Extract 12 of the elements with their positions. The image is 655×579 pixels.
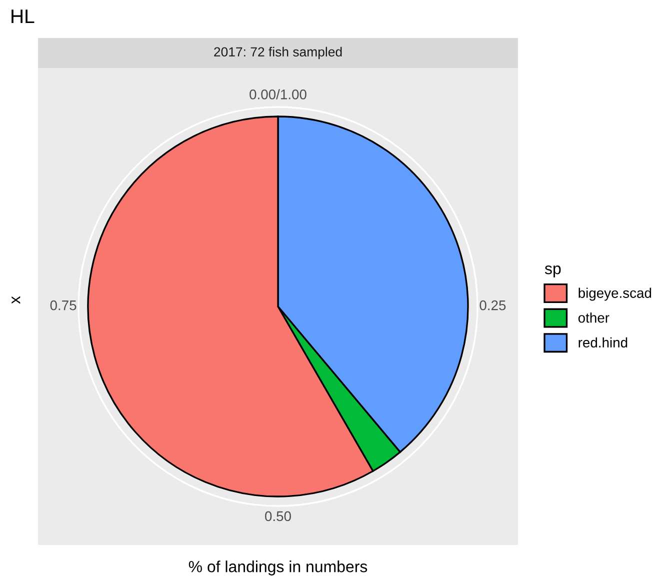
legend-title: sp [544, 265, 561, 278]
text: x [12, 296, 20, 304]
text: 0.25 [480, 300, 506, 310]
text: 0.75 [50, 300, 76, 310]
legend-label: red.hind [578, 337, 628, 348]
text: 0.00/1.00 [250, 89, 306, 100]
legend-label: bigeye.scad [578, 288, 652, 301]
chart-subtitle: 2017: 72 fish sampled [214, 46, 342, 60]
chart-title: HL [12, 10, 34, 24]
text: 0.50 [265, 511, 291, 522]
legend-label: other [578, 312, 610, 323]
text: % of landings in numbers [188, 560, 368, 576]
